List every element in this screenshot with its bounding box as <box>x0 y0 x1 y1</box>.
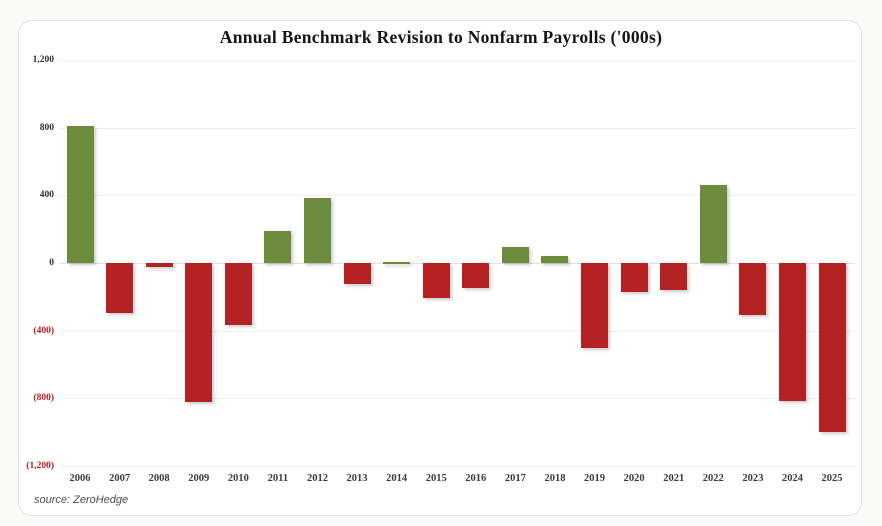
y-axis-tick-label-1200: 1,200 <box>32 55 54 65</box>
x-axis-tick-label-2014: 2014 <box>386 473 408 484</box>
bar-2017 <box>501 246 529 263</box>
bar-2015 <box>422 263 450 299</box>
bar-2006 <box>66 125 94 263</box>
bar-2018 <box>541 255 569 263</box>
x-axis-tick-label-2025: 2025 <box>821 473 843 484</box>
bar-2022 <box>699 184 727 263</box>
bar-2011 <box>264 230 292 263</box>
x-axis-tick-label-2021: 2021 <box>663 473 685 484</box>
x-axis-tick-label-2013: 2013 <box>346 473 368 484</box>
bar-2009 <box>185 263 213 403</box>
y-axis-tick-label-400: 400 <box>39 190 54 201</box>
bar-2021 <box>660 263 688 291</box>
x-axis-tick-label-2010: 2010 <box>227 473 249 484</box>
chart-title: Annual Benchmark Revision to Nonfarm Pay… <box>219 27 663 47</box>
x-axis-tick-label-2016: 2016 <box>465 473 487 484</box>
x-axis-tick-label-2019: 2019 <box>584 473 606 484</box>
x-axis-tick-label-2006: 2006 <box>69 473 91 484</box>
gridline-0 <box>60 263 855 264</box>
x-axis-tick-label-2017: 2017 <box>504 473 526 484</box>
y-axis-tick-label--1200: (1,200) <box>26 461 54 471</box>
source-credit: source: ZeroHedge <box>34 494 129 506</box>
bar-2008 <box>145 263 173 267</box>
bar-2007 <box>106 263 134 314</box>
bar-2020 <box>620 263 648 293</box>
gridline-1200 <box>60 60 855 61</box>
y-axis-tick-label--800: (800) <box>33 393 54 404</box>
gridline--800 <box>60 398 855 400</box>
y-axis-tick-label--400: (400) <box>33 325 54 336</box>
bar-2016 <box>462 263 490 289</box>
x-axis-tick-label-2011: 2011 <box>267 473 289 484</box>
y-axis-tick-label-800: 800 <box>39 122 54 133</box>
gridline--1200 <box>60 466 855 467</box>
x-axis-tick-label-2009: 2009 <box>188 473 210 484</box>
x-axis-tick-label-2015: 2015 <box>425 473 447 484</box>
x-axis-tick-label-2023: 2023 <box>742 473 764 484</box>
bar-2025 <box>818 263 846 433</box>
x-axis-tick-label-2018: 2018 <box>544 473 566 484</box>
bar-2010 <box>224 263 252 325</box>
bar-2013 <box>343 263 371 284</box>
gridline--400 <box>60 330 855 332</box>
bar-2019 <box>581 263 609 348</box>
bar-2014 <box>383 261 411 264</box>
x-axis-tick-label-2024: 2024 <box>781 473 803 484</box>
bar-2024 <box>778 263 806 402</box>
y-axis-tick-label-0: 0 <box>49 258 54 268</box>
x-axis-tick-label-2008: 2008 <box>148 473 170 484</box>
x-axis-tick-label-2007: 2007 <box>109 473 131 484</box>
x-axis-tick-label-2022: 2022 <box>702 473 724 484</box>
x-axis-tick-label-2012: 2012 <box>306 473 328 484</box>
gridline-800 <box>60 127 855 129</box>
bar-2012 <box>303 197 331 263</box>
x-axis-tick-label-2020: 2020 <box>623 473 645 484</box>
gridline-400 <box>60 195 855 197</box>
bar-2023 <box>739 263 767 315</box>
plot-area: 1,200 800 400 0 (400) (800) (1,200) 2006 2007 200… <box>26 55 855 484</box>
